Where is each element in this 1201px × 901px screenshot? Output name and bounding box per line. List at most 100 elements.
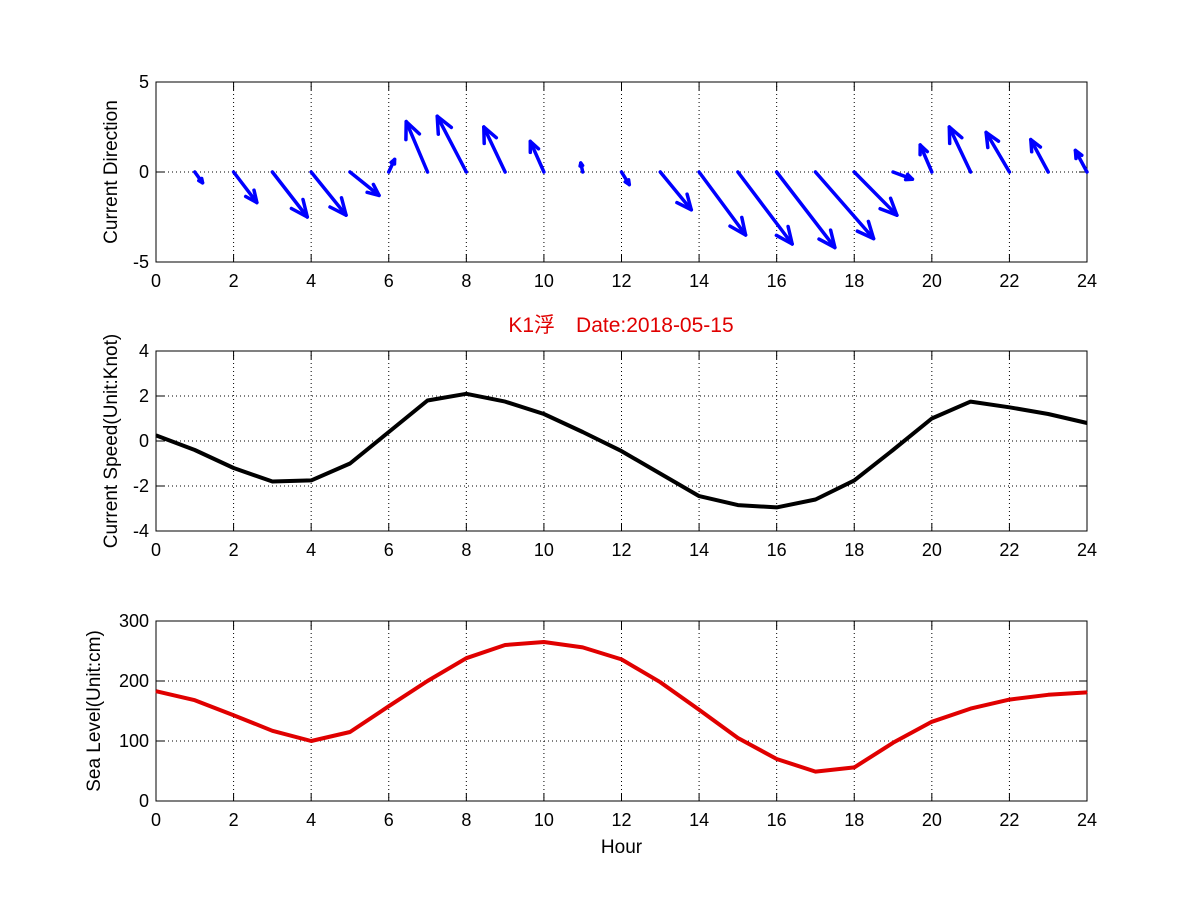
sea-level-point <box>814 771 817 773</box>
sea-level-ytick-label: 200 <box>119 671 149 691</box>
direction-ytick-label: -5 <box>133 252 149 272</box>
speed-xtick-label: 0 <box>151 540 161 560</box>
speed-xtick-label: 14 <box>689 540 709 560</box>
speed-point <box>814 498 817 501</box>
sea-level-xlabel: Hour <box>601 837 643 858</box>
speed-point <box>698 495 700 497</box>
speed-point <box>1086 422 1088 424</box>
direction-arrow <box>852 170 899 217</box>
speed-point <box>853 479 855 481</box>
direction-xtick-label: 20 <box>922 271 942 291</box>
direction-arrow <box>193 170 205 185</box>
speed-point <box>504 401 506 403</box>
direction-xtick-label: 4 <box>306 271 316 291</box>
direction-arrow <box>387 157 397 174</box>
sea-level-point <box>931 721 933 723</box>
sea-level-xtick-label: 4 <box>306 810 316 830</box>
speed-point <box>776 506 778 508</box>
direction-arrow <box>774 170 837 250</box>
sea-level-ytick-label: 100 <box>119 731 149 751</box>
direction-arrow <box>1073 148 1089 174</box>
direction-xtick-label: 12 <box>611 271 631 291</box>
sea-level-xtick-label: 2 <box>229 810 239 830</box>
direction-xtick-label: 18 <box>844 271 864 291</box>
sea-level-xtick-label: 16 <box>767 810 787 830</box>
sea-level-xtick-label: 20 <box>922 810 942 830</box>
sea-level-point <box>504 644 506 646</box>
sea-level-point <box>232 714 235 716</box>
speed-xtick-label: 6 <box>384 540 394 560</box>
speed-xtick-label: 4 <box>306 540 316 560</box>
sea-level-point <box>776 758 778 760</box>
speed-xtick-label: 12 <box>611 540 631 560</box>
sea-level-xtick-label: 12 <box>611 810 631 830</box>
direction-arrow <box>1029 137 1050 174</box>
speed-point <box>155 434 157 436</box>
direction-xtick-label: 22 <box>999 271 1019 291</box>
sea-level-point <box>271 730 273 732</box>
direction-arrow <box>270 170 310 219</box>
sea-level-point <box>970 708 972 710</box>
direction-arrow <box>736 170 794 246</box>
sea-level-point <box>388 705 390 707</box>
direction-xtick-label: 14 <box>689 271 709 291</box>
speed-point <box>582 431 584 433</box>
speed-point <box>931 417 933 420</box>
speed-xtick-label: 8 <box>461 540 471 560</box>
sea-level-point <box>853 766 855 769</box>
speed-ytick-label: -4 <box>133 521 149 541</box>
speed-xtick-label: 18 <box>844 540 864 560</box>
speed-point <box>620 450 623 452</box>
sea-level-ytick-label: 0 <box>139 791 149 811</box>
direction-arrow <box>578 161 585 174</box>
direction-arrow <box>482 125 507 174</box>
sea-level-point <box>543 641 545 643</box>
speed-point <box>310 479 312 481</box>
direction-arrow <box>697 170 748 237</box>
speed-xtick-label: 20 <box>922 540 942 560</box>
direction-ytick-label: 5 <box>139 72 149 92</box>
sea-level-point <box>194 699 196 701</box>
speed-point <box>426 399 429 402</box>
direction-arrow <box>918 143 934 174</box>
speed-point <box>271 480 273 483</box>
speed-ytick-label: -2 <box>133 476 149 496</box>
speed-ytick-label: 2 <box>139 386 149 406</box>
direction-arrow <box>404 119 430 174</box>
sea-level-point <box>1008 699 1011 701</box>
speed-point <box>737 504 739 506</box>
sea-level-xtick-label: 18 <box>844 810 864 830</box>
speed-ylabel: Current Speed(Unit:Knot) <box>101 334 122 548</box>
sea-level-point <box>349 731 351 733</box>
sea-level-xtick-label: 14 <box>689 810 709 830</box>
speed-point <box>232 467 235 469</box>
direction-xtick-label: 10 <box>534 271 554 291</box>
speed-xtick-label: 2 <box>229 540 239 560</box>
speed-point <box>349 462 351 465</box>
sea-level-point <box>698 709 700 711</box>
direction-arrow <box>619 170 632 187</box>
direction-xtick-label: 24 <box>1077 271 1097 291</box>
sea-level-xtick-label: 8 <box>461 810 471 830</box>
direction-xtick-label: 0 <box>151 271 161 291</box>
sea-level-point <box>1047 694 1049 696</box>
direction-arrow <box>984 130 1012 174</box>
sea-level-point <box>582 646 584 649</box>
speed-point <box>194 449 196 451</box>
direction-arrow <box>348 170 381 198</box>
sea-level-series-line <box>155 640 1088 774</box>
direction-arrow <box>528 139 546 174</box>
direction-xtick-label: 16 <box>767 271 787 291</box>
speed-xtick-label: 24 <box>1077 540 1097 560</box>
direction-arrow <box>231 170 259 205</box>
direction-xtick-label: 2 <box>229 271 239 291</box>
sea-level-point <box>620 658 623 661</box>
sea-level-xtick-label: 0 <box>151 810 161 830</box>
figure-title: K1浮 Date:2018-05-15 <box>508 314 733 337</box>
speed-ytick-label: 0 <box>139 431 149 451</box>
speed-point <box>659 473 661 475</box>
direction-arrow <box>658 170 694 212</box>
speed-point <box>543 413 545 415</box>
